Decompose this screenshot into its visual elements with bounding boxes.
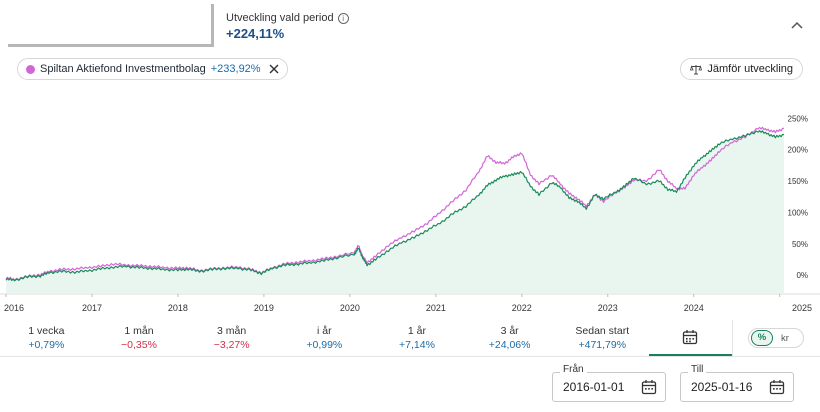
date-to-value: 2025-01-16	[691, 380, 753, 394]
fund-chip-name: Spiltan Aktiefond Investmentbolag	[40, 63, 206, 75]
period-1-man[interactable]: 1 mån −0,35%	[93, 320, 186, 356]
period-label: Sedan start	[575, 325, 630, 337]
period-i-ar[interactable]: i år +0,99%	[278, 320, 371, 356]
series-line-1	[5, 126, 784, 281]
custom-period-tab[interactable]	[648, 320, 732, 356]
period-label: 3 mån	[217, 325, 247, 337]
x-tick-label: 2022	[512, 303, 532, 313]
y-tick-label: 0%	[796, 271, 808, 280]
period-value: +0,99%	[306, 339, 343, 351]
close-icon[interactable]	[269, 64, 279, 74]
fund-color-dot	[26, 64, 35, 74]
x-tick-label: 2016	[4, 303, 24, 313]
period-label: 1 vecka	[28, 325, 65, 337]
x-tick-label: 2019	[254, 303, 274, 313]
fund-chip-value: +233,92%	[210, 63, 261, 75]
calendar-icon[interactable]	[641, 379, 657, 395]
fund-search-box[interactable]	[8, 4, 214, 47]
unit-toggle[interactable]: % kr	[748, 328, 804, 348]
period-1-vecka[interactable]: 1 vecka +0,79%	[0, 320, 93, 356]
y-tick-label: 200%	[788, 146, 808, 155]
period-value: −3,27%	[213, 339, 250, 351]
y-tick-label: 100%	[788, 208, 808, 217]
x-tick-label: 2020	[340, 303, 360, 313]
period-sedan-start[interactable]: Sedan start +471,79%	[556, 320, 649, 356]
x-tick-label: 2023	[598, 303, 618, 313]
period-3-ar[interactable]: 3 år +24,06%	[463, 320, 556, 356]
performance-label-row: Utveckling vald period i	[226, 12, 349, 24]
period-label: 1 år	[407, 325, 426, 337]
y-tick-label: 250%	[788, 114, 808, 123]
chart-svg: 250% 200% 150% 100% 50% 0% 2016 2017 2018 2019 202…	[0, 114, 820, 313]
calendar-icon[interactable]	[769, 379, 785, 395]
period-1-ar[interactable]: 1 år +7,14%	[371, 320, 464, 356]
period-value: +0,79%	[28, 339, 65, 351]
y-tick-label: 50%	[792, 240, 808, 249]
unit-kr-option[interactable]: kr	[781, 332, 789, 344]
fund-chip[interactable]: Spiltan Aktiefond Investmentbolag +233,9…	[17, 58, 288, 80]
x-tick-label: 2025	[792, 303, 812, 313]
period-value: +7,14%	[399, 339, 435, 351]
unit-percent-option[interactable]: %	[751, 330, 773, 346]
date-from-field[interactable]: 2016-01-01	[552, 372, 666, 402]
period-3-man[interactable]: 3 mån −3,27%	[185, 320, 278, 356]
performance-label: Utveckling vald period	[226, 12, 334, 24]
y-tick-label: 150%	[788, 177, 808, 186]
date-to-label: Till	[688, 364, 707, 375]
period-value: +471,79%	[578, 339, 627, 351]
series-line-0	[5, 130, 785, 282]
divider	[0, 356, 820, 357]
info-icon[interactable]: i	[337, 12, 349, 24]
x-tick-label: 2024	[684, 303, 704, 313]
compare-button-label: Jämför utveckling	[707, 63, 793, 75]
performance-value: +224,11%	[226, 26, 285, 41]
scale-icon	[690, 64, 703, 74]
date-from-value: 2016-01-01	[563, 380, 625, 394]
x-tick-label: 2021	[426, 303, 446, 313]
divider	[732, 320, 733, 356]
date-to-field[interactable]: 2025-01-16	[680, 372, 794, 402]
date-from-label: Från	[560, 364, 587, 375]
period-label: i år	[317, 325, 332, 337]
x-tick-label: 2018	[168, 303, 188, 313]
chevron-up-icon[interactable]	[790, 20, 804, 30]
compare-performance-button[interactable]: Jämför utveckling	[680, 58, 803, 80]
series-area-0	[6, 130, 784, 294]
x-tick-label: 2017	[82, 303, 102, 313]
calendar-icon	[683, 330, 698, 345]
period-label: 3 år	[500, 325, 519, 337]
period-selector: 1 vecka +0,79% 1 mån −0,35% 3 mån −3,27%…	[0, 320, 732, 356]
performance-chart[interactable]: 250% 200% 150% 100% 50% 0% 2016 2017 2018 2019 202…	[0, 108, 820, 320]
period-value: +24,06%	[488, 339, 531, 351]
period-value: −0,35%	[121, 339, 157, 351]
period-label: 1 mån	[124, 325, 154, 337]
